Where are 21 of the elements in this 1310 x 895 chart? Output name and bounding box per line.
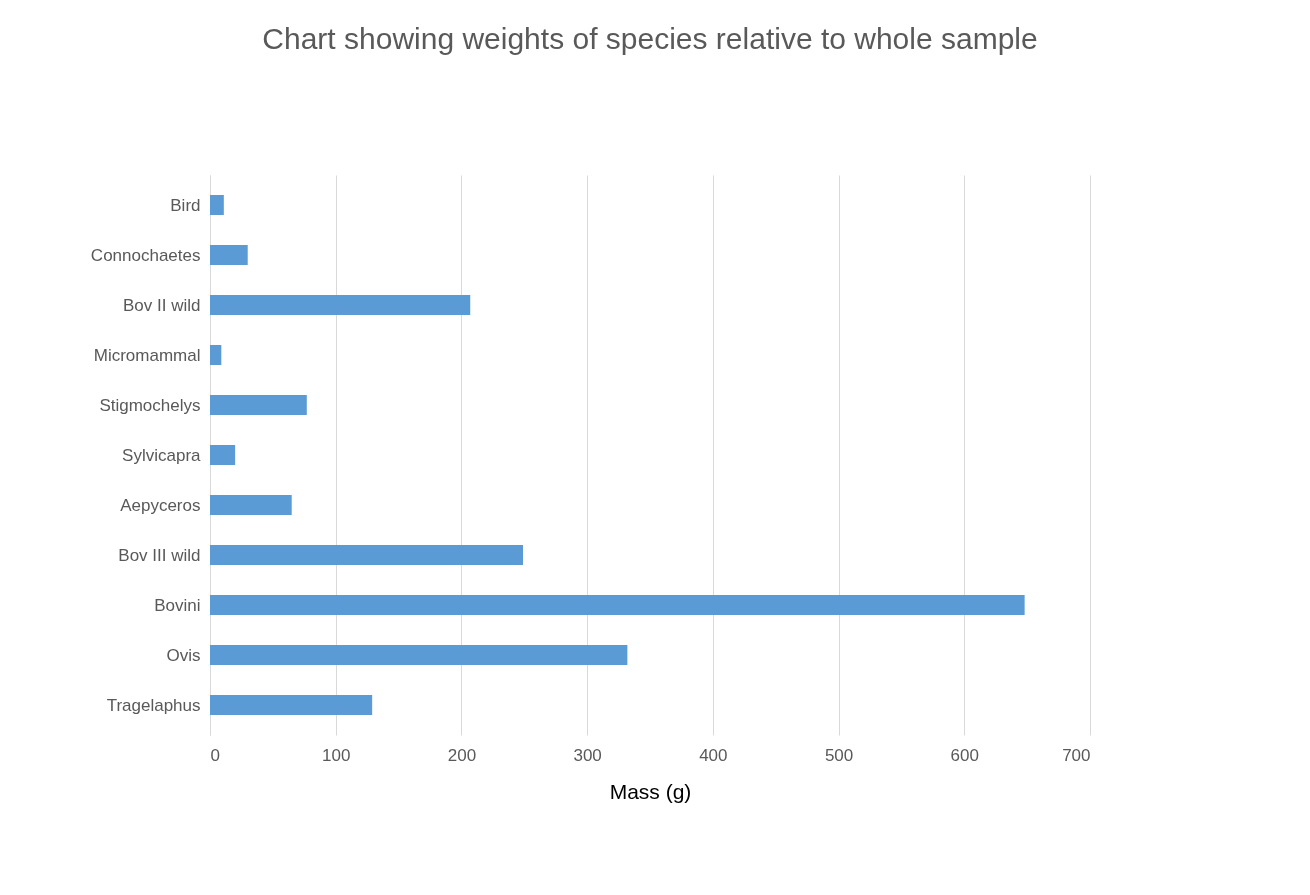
x-tick-label: 400 — [699, 745, 728, 765]
x-tick-label: 600 — [950, 745, 979, 765]
x-tick-label: 200 — [447, 745, 477, 765]
y-tick-label: Micromammal — [93, 345, 201, 365]
y-tick-label: Tragelaphus — [106, 695, 201, 715]
x-tick-label: 300 — [573, 745, 602, 765]
x-axis-title: Mass (g) — [609, 779, 692, 803]
y-tick-label: Bov III wild — [118, 545, 201, 565]
x-tick-label: 700 — [1062, 745, 1091, 765]
y-tick-label: Bird — [170, 195, 201, 215]
x-tick-label: 500 — [824, 745, 854, 765]
y-tick-label: Stigmochelys — [99, 395, 201, 415]
y-tick-label: Sylvicapra — [122, 445, 202, 465]
x-tick-label: 0 — [210, 745, 220, 765]
y-tick-label: Bovini — [154, 595, 201, 615]
y-tick-label: Ovis — [166, 645, 201, 665]
y-tick-label: Connochaetes — [90, 245, 201, 265]
y-tick-label: Bov II wild — [123, 295, 201, 315]
y-tick-label: Aepyceros — [120, 495, 201, 515]
x-tick-label: 100 — [322, 745, 351, 765]
chart-title: Chart showing weights of species relative to whole sample — [262, 22, 1038, 55]
